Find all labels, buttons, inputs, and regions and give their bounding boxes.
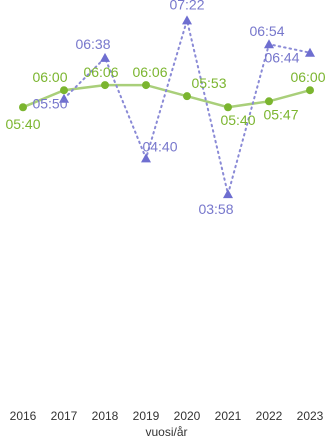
series-2-point [223,189,233,199]
series-2-data-label: 04:40 [142,138,177,154]
series-1-point [101,81,109,90]
series-2-data-label: 06:54 [249,23,284,39]
x-tick-label: 2016 [10,409,37,423]
x-tick-label: 2023 [297,409,324,423]
series-2-point [182,15,192,25]
series-1-data-label: 05:53 [191,75,226,91]
series-2-data-label: 07:22 [169,0,204,12]
x-tick-label: 2019 [133,409,160,423]
x-tick-label: 2017 [51,409,78,423]
series-1-point [183,92,191,101]
x-tick-label: 2018 [92,409,119,423]
series-1-point [142,81,150,90]
series-1-point [306,86,314,95]
x-tick-label: 2020 [174,409,201,423]
series-1-data-label: 05:40 [5,116,40,132]
series-1-data-label: 05:47 [263,106,298,122]
series-1-data-label: 05:40 [220,112,255,128]
series-2-data-label: 05:50 [32,96,67,112]
series-2-data-label: 06:44 [264,50,299,66]
series-2-data-label: 03:58 [198,201,233,217]
series-1-point [224,103,232,112]
series-2-point [100,52,110,62]
series-1-data-label: 06:00 [290,69,325,85]
x-axis-ticks: 2016 2017 2018 2019 2020 2021 2022 2023 [10,409,324,423]
series-2-point [59,93,69,103]
series-2-data-label: 06:38 [75,36,110,52]
series-1-data-label: 06:06 [132,64,167,80]
series-1-point [265,97,273,106]
x-tick-label: 2021 [215,409,242,423]
series-2-point [264,39,274,49]
x-tick-label: 2022 [256,409,283,423]
data-labels: 05:40 06:00 06:06 06:06 05:53 05:40 05:47 06:00… [5,0,325,217]
series-2-point [141,153,151,163]
x-axis-title: vuosi/år [145,425,187,439]
series-2-point [305,47,315,57]
series-1-data-label: 06:06 [83,64,118,80]
series-1-point [19,103,27,112]
series-1-point [60,86,68,95]
series-1-data-label: 06:00 [32,69,67,85]
series-markers [19,15,315,199]
